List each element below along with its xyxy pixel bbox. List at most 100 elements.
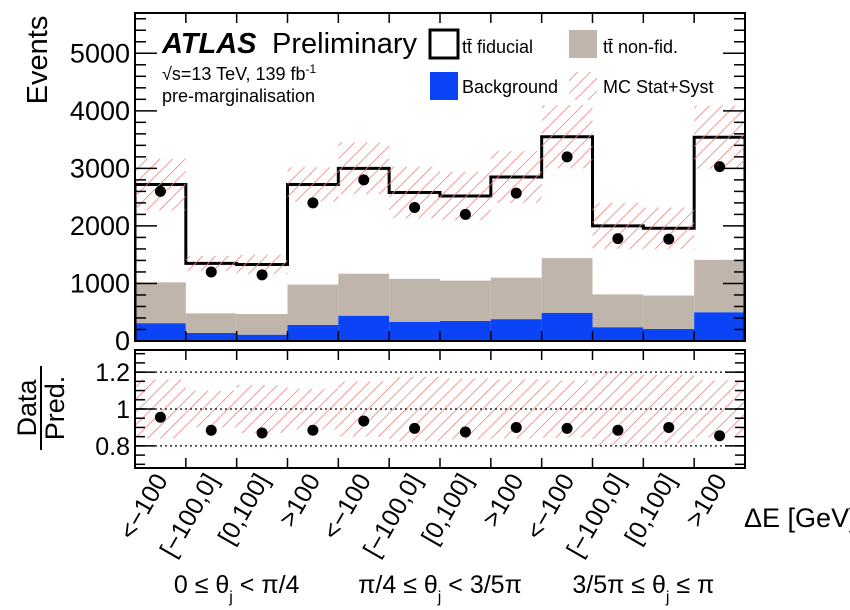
- y-tick-label: 5000: [70, 38, 130, 68]
- legend: tt̄ fiducial tt̄ non-fid. Background MC …: [428, 28, 714, 100]
- uncertainty-band-bin: [236, 254, 288, 275]
- background-bar: [135, 323, 186, 341]
- group-label: 3/5π ≤ θj ≤ π: [572, 571, 714, 606]
- x-tick-label: >100: [274, 469, 326, 532]
- svg-text:Data: Data: [12, 379, 42, 437]
- non-fiducial-bar: [236, 313, 288, 335]
- svg-text:tt̄ non-fid.: tt̄ non-fid.: [603, 37, 678, 57]
- data-point: [409, 201, 421, 213]
- ratio-band-bin: [236, 385, 288, 433]
- svg-text:tt̄ fiducial: tt̄ fiducial: [462, 37, 533, 57]
- data-point: [510, 187, 522, 199]
- non-fiducial-bar: [287, 284, 339, 325]
- ratio-point: [409, 422, 421, 434]
- non-fiducial-bar: [185, 313, 237, 333]
- uncertainty-band-bin: [287, 167, 339, 202]
- non-fiducial-bar: [643, 295, 695, 329]
- background-bar: [236, 334, 288, 341]
- stacked-bars: [135, 258, 745, 341]
- data-point: [459, 208, 471, 220]
- uncertainty-band-bin: [135, 158, 186, 211]
- uncertainty-band-bin: [694, 105, 745, 169]
- group-label: π/4 ≤ θj < 3/5π: [358, 571, 522, 606]
- y-tick-label: 3000: [70, 153, 130, 183]
- y-tick-label: 4000: [70, 96, 130, 126]
- non-fiducial-bar: [389, 278, 440, 323]
- data-point: [205, 266, 217, 278]
- data-point: [561, 151, 573, 163]
- data-point: [663, 233, 675, 245]
- ratio-point: [714, 430, 726, 442]
- x-tick-label: [0,100]: [416, 469, 478, 549]
- x-tick-label: >100: [680, 469, 732, 532]
- x-axis-label: ΔE [GeV]: [744, 503, 850, 533]
- non-fiducial-bar: [338, 273, 390, 316]
- ratio-y-tick-label: 0.8: [95, 433, 130, 461]
- legend-item-non-fiducial: tt̄ non-fid.: [569, 30, 678, 58]
- energy-lumi-label: √s=13 TeV, 139 fb-1: [162, 62, 316, 84]
- ratio-y-axis: 0.8 1 1.2: [95, 350, 746, 468]
- ratio-point: [510, 421, 522, 433]
- ratio-point: [358, 415, 370, 427]
- non-fiducial-bar: [135, 282, 186, 324]
- ratio-panel: [135, 371, 745, 447]
- ratio-point: [459, 426, 471, 438]
- data-point: [714, 161, 726, 173]
- data-point: [612, 233, 624, 245]
- ratio-point: [307, 424, 319, 436]
- background-bar: [185, 332, 237, 341]
- background-bar: [643, 328, 695, 341]
- ratio-point: [663, 421, 675, 433]
- ratio-point: [154, 411, 166, 423]
- data-point: [154, 185, 166, 197]
- ratio-point: [256, 427, 268, 439]
- legend-item-mc-stat-syst: MC Stat+Syst: [569, 72, 714, 100]
- legend-item-fiducial: tt̄ fiducial: [428, 28, 533, 60]
- data-point: [307, 197, 319, 209]
- data-point: [256, 269, 268, 281]
- group-labels: 0 ≤ θj < π/4 π/4 ≤ θj < 3/5π 3/5π ≤ θj ≤ π: [174, 571, 714, 606]
- x-tick-label: [0,100]: [213, 469, 275, 549]
- ratio-gridlines: [135, 371, 745, 447]
- main-panel: [135, 105, 745, 341]
- non-fiducial-bar: [490, 277, 542, 320]
- ratio-points: [154, 411, 726, 442]
- x-tick-label: >100: [477, 469, 529, 532]
- y-tick-label: 2000: [70, 211, 130, 241]
- background-bar: [389, 322, 440, 341]
- mc-uncertainty-band: [135, 105, 745, 275]
- background-bar: [490, 319, 542, 341]
- group-label: 0 ≤ θj < π/4: [174, 571, 300, 606]
- background-bar: [694, 312, 745, 341]
- ratio-point: [205, 424, 217, 436]
- svg-text:MC Stat+Syst: MC Stat+Syst: [603, 77, 714, 97]
- legend-item-background: Background: [430, 72, 558, 100]
- ratio-point: [612, 424, 624, 436]
- non-fiducial-bar: [541, 258, 593, 313]
- ratio-point: [561, 422, 573, 434]
- uncertainty-band-bin: [338, 142, 390, 195]
- svg-text:Pred.: Pred.: [40, 376, 70, 441]
- background-bar: [440, 320, 491, 341]
- preliminary-label: Preliminary: [272, 28, 418, 60]
- non-fiducial-bar: [592, 294, 644, 328]
- pre-marginalisation-label: pre-marginalisation: [162, 86, 315, 106]
- y-tick-label: 1000: [70, 268, 130, 298]
- main-y-axis-label: Events: [22, 16, 54, 105]
- non-fiducial-bar: [694, 259, 745, 313]
- main-y-axis: 0 1000 2000 3000 4000 5000: [70, 13, 746, 356]
- data-points: [154, 151, 726, 281]
- background-bar: [287, 324, 339, 341]
- background-bar: [338, 315, 390, 341]
- background-bar: [541, 312, 593, 341]
- ratio-y-tick-label: 1.2: [95, 359, 130, 387]
- background-bar: [592, 327, 644, 341]
- atlas-label: ATLAS: [161, 28, 257, 60]
- svg-text:Background: Background: [462, 77, 558, 97]
- x-tick-labels: <−100[−100,0][0,100]>100<−100[−100,0][0,…: [114, 469, 733, 562]
- x-tick-label: [0,100]: [619, 469, 681, 549]
- ratio-y-axis-label: Data Pred.: [12, 366, 70, 450]
- ratio-y-tick-label: 1: [116, 396, 130, 424]
- uncertainty-band-bin: [185, 255, 237, 271]
